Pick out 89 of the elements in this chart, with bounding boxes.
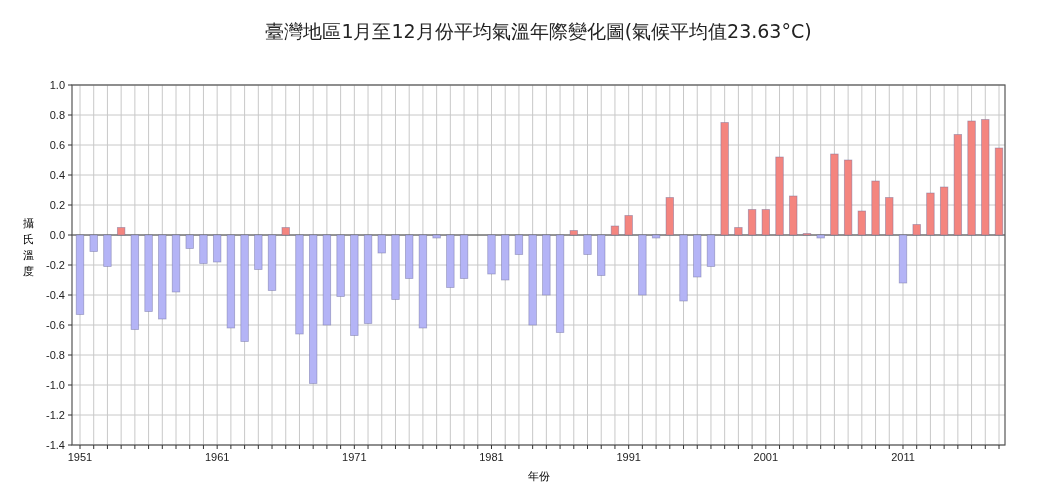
bar [514, 234, 524, 255]
y-tick-label: -1.0 [46, 378, 65, 391]
bar [693, 234, 702, 278]
x-axis-title: 年份 [527, 470, 550, 483]
bar [597, 234, 606, 276]
bar [281, 227, 290, 236]
x-tick-label: 1981 [479, 451, 504, 463]
bar [857, 210, 867, 236]
bar [185, 234, 194, 249]
bar [775, 156, 784, 236]
chart-title: 臺灣地區1月至12月份平均氣溫年際變化圖(氣候平均值23.63°C) [265, 20, 812, 42]
bar [761, 209, 770, 236]
bar [240, 234, 249, 342]
bar [418, 234, 428, 329]
bar [158, 234, 167, 320]
bar [199, 234, 208, 264]
bar [171, 234, 181, 293]
x-tick-label: 2001 [753, 451, 779, 463]
bar [939, 186, 949, 236]
bar [363, 234, 373, 324]
x-tick-label: 2011 [891, 451, 915, 463]
bar [843, 159, 853, 236]
y-tick-label: 0.6 [49, 138, 65, 151]
bar [322, 234, 332, 326]
bar [295, 234, 304, 335]
x-tick-label: 1951 [67, 451, 93, 463]
x-tick-label: 1961 [204, 451, 230, 463]
y-tick-label: -0.6 [46, 318, 65, 331]
bar [254, 234, 263, 270]
bar [528, 234, 537, 326]
bar [967, 120, 976, 236]
y-tick-label: 0.0 [49, 228, 65, 241]
bar [432, 234, 441, 239]
y-tick-label: 0.8 [49, 108, 65, 121]
bar [336, 234, 345, 297]
y-tick-label: -0.8 [46, 348, 65, 361]
bar [610, 225, 620, 236]
bar [871, 180, 880, 236]
bar [377, 234, 386, 254]
bar [926, 192, 935, 236]
bar [706, 234, 716, 267]
bar [487, 234, 496, 275]
bar [542, 234, 551, 296]
bar [679, 234, 688, 302]
bar [144, 234, 153, 312]
bar [405, 234, 414, 279]
bar [830, 153, 839, 236]
bar [75, 234, 85, 315]
y-tick-label: -1.2 [46, 408, 65, 421]
bar [747, 209, 757, 236]
bar [309, 234, 318, 384]
bar [912, 224, 921, 236]
y-axis-title: 攝氏溫度 [22, 217, 34, 278]
bar [816, 234, 825, 239]
bar [267, 234, 277, 291]
bar [734, 227, 743, 236]
bar [103, 234, 112, 267]
y-tick-label: -0.2 [46, 258, 65, 271]
bar [651, 234, 661, 239]
bar [720, 122, 729, 236]
bar [226, 234, 236, 329]
bar [350, 234, 359, 336]
y-tick-label: -1.4 [46, 438, 65, 451]
bar [665, 197, 674, 236]
bar [583, 234, 592, 255]
bar [555, 234, 565, 333]
bar [789, 195, 798, 236]
x-tick-label: 1991 [616, 451, 641, 463]
bar [130, 234, 140, 330]
bar [898, 234, 908, 284]
bar [981, 119, 990, 236]
bar [89, 234, 98, 252]
bar [569, 230, 578, 236]
bar [501, 234, 510, 281]
bar [459, 234, 469, 279]
bar [391, 234, 400, 300]
y-tick-label: -0.4 [46, 288, 65, 301]
bar [212, 234, 222, 263]
bar [624, 215, 633, 236]
bar [116, 227, 126, 236]
bar [638, 234, 647, 296]
x-tick-label: 1971 [342, 451, 367, 463]
y-tick-label: 0.4 [49, 168, 65, 181]
y-tick-label: 0.2 [49, 198, 65, 211]
bar [994, 147, 1004, 236]
y-tick-label: 1.0 [49, 78, 65, 91]
bar [953, 134, 963, 236]
bar [885, 197, 894, 236]
bar [446, 234, 455, 288]
